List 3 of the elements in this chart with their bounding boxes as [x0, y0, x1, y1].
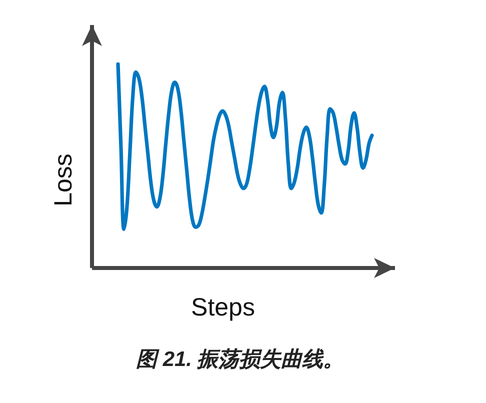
caption: 图 21. 振荡损失曲线。: [136, 348, 344, 371]
y-axis-title: Loss: [50, 154, 78, 206]
x-axis-title: Steps: [191, 294, 255, 322]
